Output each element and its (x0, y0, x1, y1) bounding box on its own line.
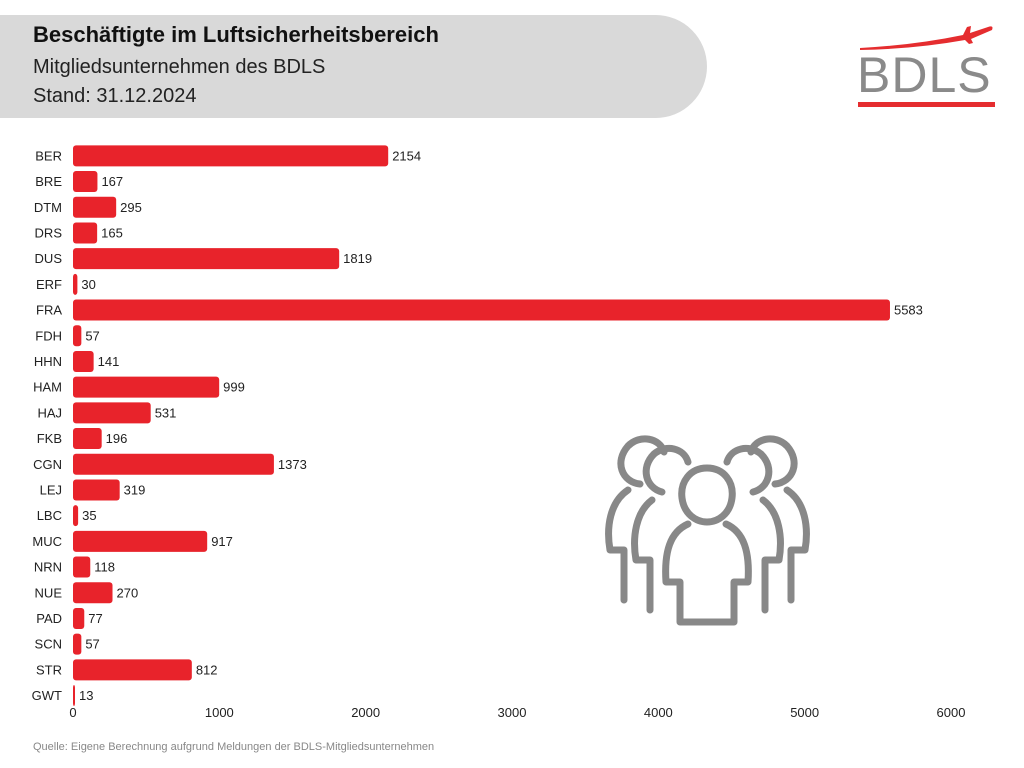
category-label-pad: PAD (36, 611, 62, 626)
category-label-dtm: DTM (34, 200, 62, 215)
category-label-cgn: CGN (33, 457, 62, 472)
category-label-fdh: FDH (35, 328, 62, 343)
x-tick-label-5000: 5000 (790, 705, 819, 720)
bar-pad (73, 607, 85, 629)
bar-fdh (73, 325, 82, 347)
category-label-drs: DRS (35, 225, 63, 240)
value-label-pad: 77 (88, 611, 102, 626)
value-label-nue: 270 (117, 585, 139, 600)
category-label-ham: HAM (33, 380, 62, 395)
bar-str (73, 659, 192, 681)
value-label-fra: 5583 (894, 303, 923, 318)
bar-ber (73, 145, 389, 167)
chart-subtitle: Mitgliedsunternehmen des BDLS (33, 56, 326, 78)
category-label-muc: MUC (32, 534, 62, 549)
category-label-lej: LEJ (40, 482, 62, 497)
category-label-fra: FRA (36, 303, 62, 318)
value-label-drs: 165 (101, 225, 123, 240)
value-label-muc: 917 (211, 534, 233, 549)
airplane-icon (860, 26, 993, 50)
x-tick-label-4000: 4000 (644, 705, 673, 720)
value-label-lej: 319 (124, 482, 146, 497)
people-group-icon (605, 435, 810, 626)
bar-dtm (73, 196, 117, 218)
source-note: Quelle: Eigene Berechnung aufgrund Meldu… (33, 741, 435, 753)
x-tick-label-2000: 2000 (351, 705, 380, 720)
bar-drs (73, 222, 98, 244)
value-label-hhn: 141 (98, 354, 120, 369)
value-label-bre: 167 (101, 174, 123, 189)
category-label-erf: ERF (36, 277, 62, 292)
x-tick-label-6000: 6000 (937, 705, 966, 720)
value-label-cgn: 1373 (278, 457, 307, 472)
x-tick-label-3000: 3000 (498, 705, 527, 720)
value-label-ham: 999 (223, 380, 245, 395)
bar-cgn (73, 453, 274, 475)
category-label-scn: SCN (35, 637, 62, 652)
bar-hhn (73, 350, 94, 372)
bar-fra (73, 299, 890, 321)
bar-bre (73, 171, 98, 193)
bar-ham (73, 376, 220, 398)
x-tick-label-0: 0 (69, 705, 76, 720)
bar-lbc (73, 505, 79, 527)
value-label-lbc: 35 (82, 508, 96, 523)
value-label-gwt: 13 (79, 688, 93, 703)
bar-erf (73, 273, 78, 295)
category-label-hhn: HHN (34, 354, 62, 369)
value-label-ber: 2154 (392, 148, 421, 163)
bar-lej (73, 479, 120, 501)
value-label-str: 812 (196, 662, 218, 677)
chart-date: Stand: 31.12.2024 (33, 85, 197, 107)
value-label-nrn: 118 (94, 560, 115, 575)
bar-nue (73, 582, 113, 604)
bar-chart: BER 2154 BRE 167 DTM 295 DRS 165 DUS 1819 ERF 30 FRA… (32, 145, 966, 720)
bar-muc (73, 530, 208, 552)
logo-underline (858, 102, 995, 107)
value-label-dtm: 295 (120, 200, 142, 215)
category-label-dus: DUS (35, 251, 63, 266)
bar-fkb (73, 428, 102, 450)
category-label-ber: BER (35, 148, 62, 163)
category-label-str: STR (36, 662, 62, 677)
value-label-fkb: 196 (106, 431, 128, 446)
category-label-haj: HAJ (37, 405, 62, 420)
category-label-gwt: GWT (32, 688, 62, 703)
value-label-haj: 531 (155, 405, 177, 420)
header-panel (0, 15, 707, 118)
category-label-nue: NUE (35, 585, 63, 600)
bar-scn (73, 633, 82, 655)
value-label-dus: 1819 (343, 251, 372, 266)
value-label-scn: 57 (85, 637, 99, 652)
bar-nrn (73, 556, 91, 578)
category-label-lbc: LBC (37, 508, 62, 523)
bar-gwt (73, 685, 75, 707)
bar-dus (73, 248, 340, 270)
category-label-bre: BRE (35, 174, 62, 189)
category-label-nrn: NRN (34, 560, 62, 575)
logo-text: BDLS (857, 47, 992, 103)
value-label-erf: 30 (81, 277, 95, 292)
value-label-fdh: 57 (85, 328, 99, 343)
category-label-fkb: FKB (37, 431, 62, 446)
bar-haj (73, 402, 151, 424)
chart-title: Beschäftigte im Luftsicherheitsbereich (33, 22, 439, 47)
x-tick-label-1000: 1000 (205, 705, 234, 720)
